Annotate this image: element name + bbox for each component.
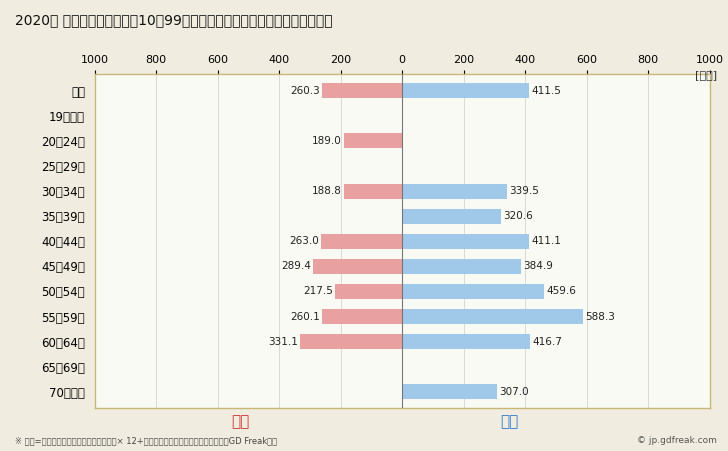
Bar (402, 384, 496, 400)
Text: ※ 年収=「きまって支給する現金給与額」× 12+「年間賞与その他特別給与額」としてGD Freak推計: ※ 年収=「きまって支給する現金給与額」× 12+「年間賞与その他特別給与額」と… (15, 436, 277, 445)
Text: 307.0: 307.0 (499, 387, 529, 397)
Bar (402, 284, 544, 299)
Bar (402, 209, 501, 224)
Text: 384.9: 384.9 (523, 262, 553, 272)
Text: 2020年 民間企業（従業者数10～99人）フルタイム労働者の男女別平均年収: 2020年 民間企業（従業者数10～99人）フルタイム労働者の男女別平均年収 (15, 14, 332, 28)
Bar (402, 259, 521, 274)
Bar (336, 284, 402, 299)
Text: 416.7: 416.7 (533, 336, 563, 347)
Bar (301, 334, 402, 349)
Text: 260.3: 260.3 (290, 86, 320, 96)
Bar (402, 309, 583, 324)
Bar (321, 234, 402, 249)
Text: © jp.gdfreak.com: © jp.gdfreak.com (637, 436, 717, 445)
Bar (402, 83, 529, 98)
Bar (323, 83, 402, 98)
Text: 411.5: 411.5 (531, 86, 561, 96)
Bar (344, 184, 402, 198)
Text: [万円]: [万円] (695, 70, 717, 80)
Text: 588.3: 588.3 (585, 312, 615, 322)
Text: 263.0: 263.0 (289, 236, 319, 246)
Bar (313, 259, 402, 274)
Text: 女性: 女性 (231, 414, 250, 429)
Text: 459.6: 459.6 (546, 286, 576, 296)
Bar (402, 334, 531, 349)
Bar (344, 133, 402, 148)
Bar (323, 309, 402, 324)
Text: 男性: 男性 (500, 414, 519, 429)
Bar (402, 184, 507, 198)
Text: 339.5: 339.5 (509, 186, 539, 196)
Bar (402, 234, 529, 249)
Text: 188.8: 188.8 (312, 186, 341, 196)
Text: 411.1: 411.1 (531, 236, 561, 246)
Text: 189.0: 189.0 (312, 136, 341, 146)
Text: 289.4: 289.4 (281, 262, 311, 272)
Text: 331.1: 331.1 (268, 336, 298, 347)
Text: 260.1: 260.1 (290, 312, 320, 322)
Text: 217.5: 217.5 (303, 286, 333, 296)
Text: 320.6: 320.6 (503, 211, 533, 221)
